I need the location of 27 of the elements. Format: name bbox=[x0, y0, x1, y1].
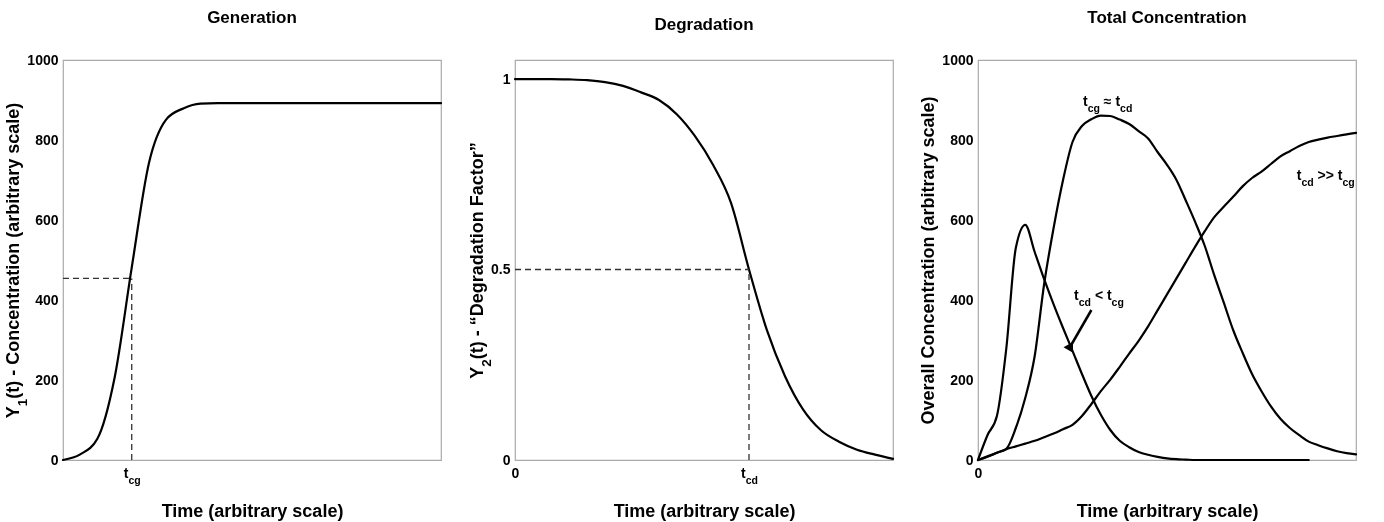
x-tick-label: t$_{cd}$ bbox=[741, 464, 758, 486]
y-tick-label: 800 bbox=[950, 131, 974, 148]
line-series bbox=[61, 102, 443, 462]
y-tick-label: 600 bbox=[35, 211, 59, 228]
y-tick-label: 600 bbox=[950, 211, 974, 228]
y-tick-label: 0 bbox=[502, 451, 511, 468]
y-tick-label: 200 bbox=[950, 371, 974, 388]
annotation: t$_{cg}$ ≈ t$_{cd}$ bbox=[1082, 92, 1133, 114]
y-axis-title: Overall Concentration (arbitrary scale) bbox=[918, 96, 939, 425]
chart-title: Degradation bbox=[654, 15, 754, 34]
line-series bbox=[513, 77, 895, 460]
y-tick-label: 1000 bbox=[27, 51, 59, 68]
chart-title: Generation bbox=[207, 8, 297, 27]
x-tick-label: t$_{cg}$ bbox=[123, 464, 141, 486]
y-tick-label: 0 bbox=[965, 451, 974, 468]
annotation: t$_{cd}$ >> t$_{cg}$ bbox=[1296, 167, 1355, 188]
x-axis-title: Time (arbitrary scale) bbox=[1076, 500, 1259, 521]
annotation: t$_{cd}$ < t$_{cg}$ bbox=[1074, 287, 1124, 309]
chart-title: Total Concentration bbox=[1087, 8, 1247, 27]
y-tick-label: 800 bbox=[35, 131, 59, 148]
y-tick-label: 400 bbox=[950, 291, 974, 308]
x-axis-title: Time (arbitrary scale) bbox=[161, 500, 344, 521]
y-tick-label: 200 bbox=[35, 371, 59, 388]
x-axis-title: Time (arbitrary scale) bbox=[613, 500, 796, 521]
y-tick-label: 1000 bbox=[942, 51, 974, 68]
y-tick-label: 400 bbox=[35, 291, 59, 308]
y-tick-label: 1 bbox=[502, 70, 511, 87]
